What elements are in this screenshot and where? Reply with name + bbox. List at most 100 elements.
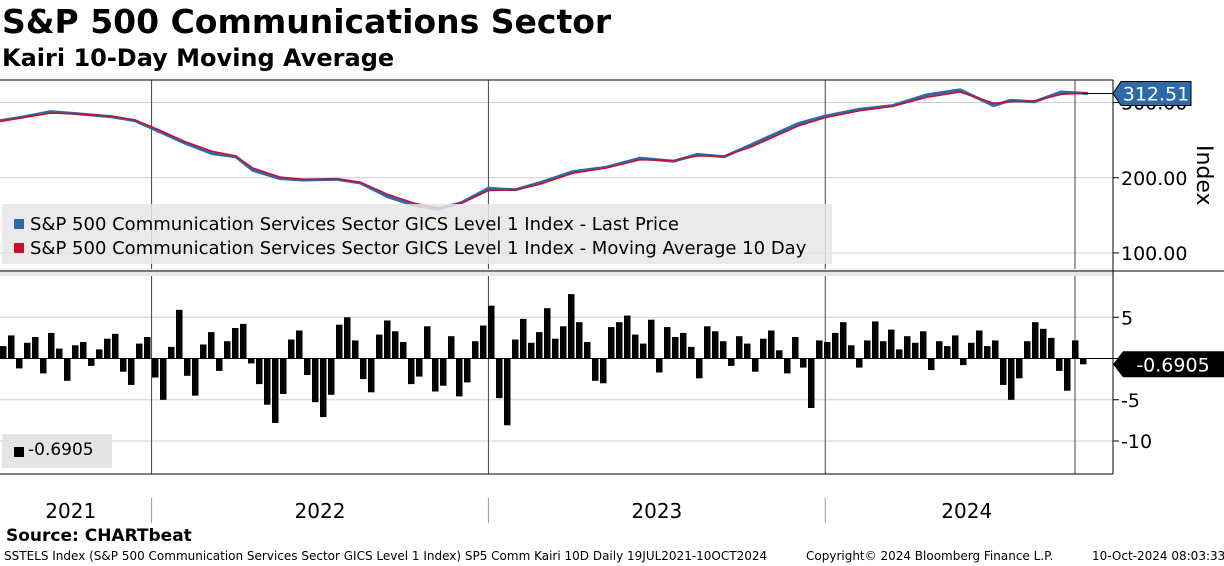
footer-timestamp: 10-Oct-2024 08:03:33 [1092,549,1224,563]
kairi-bar [632,334,639,359]
kairi-bar [728,358,735,366]
kairi-bar [752,358,759,372]
price-y-tick-label: 100.00 [1121,243,1187,265]
kairi-bar [592,358,599,381]
kairi-bar [512,339,519,359]
kairi-bar [720,341,727,359]
kairi-bar [672,337,679,359]
kairi-bar [608,327,615,359]
legend-swatch-price [14,219,24,229]
kairi-bar [112,333,119,359]
kairi-bar [128,358,135,385]
kairi-bar [808,358,815,408]
price-legend: S&P 500 Communication Services Sector GI… [2,204,832,264]
kairi-bar [296,330,303,359]
chart-title: S&P 500 Communications Sector [2,2,612,41]
kairi-bar [824,342,831,359]
legend-label-price: S&P 500 Communication Services Sector GI… [30,214,679,235]
kairi-bar [568,294,575,359]
chart-subtitle: Kairi 10-Day Moving Average [2,44,395,72]
kairi-bar [960,358,967,366]
price-line [0,88,1089,211]
kairi-bar [224,341,231,359]
kairi-bar [64,358,71,381]
kairi-bar [872,321,879,359]
year-boundaries [151,80,1076,523]
kairi-bar [208,332,215,359]
kairi-bar [576,322,583,359]
kairi-bar [776,350,783,359]
kairi-bar [768,330,775,359]
kairi-bar [784,358,791,374]
kairi-bar [584,342,591,359]
kairi-bar [1032,322,1039,359]
legend-entry-last-price: S&P 500 Communication Services Sector GI… [14,214,679,235]
kairi-bar [344,317,351,359]
kairi-bar [272,358,279,423]
kairi-bar [880,341,887,359]
kairi-bar [48,332,55,359]
kairi-bar [664,327,671,359]
kairi-bar [232,328,239,359]
kairi-bars [0,294,1087,426]
kairi-bar [104,338,111,359]
kairi-y-tick-label: -5 [1121,390,1140,412]
kairi-bar [440,358,447,386]
kairi-bar [984,346,991,359]
kairi-y-ticks: 5 -5 -10 [1113,307,1152,453]
x-axis-label: 2022 [295,499,346,523]
kairi-bar [616,322,623,359]
kairi-bar [216,358,223,371]
kairi-bar [56,348,63,359]
kairi-bar [312,358,319,403]
kairi-bar [1008,358,1015,400]
x-axis-label: 2023 [631,499,682,523]
kairi-bar [968,342,975,359]
kairi-bar [360,358,367,380]
kairi-bar [944,346,951,359]
kairi-bar [832,332,839,359]
kairi-bar [448,336,455,359]
panel-divider [0,269,1113,276]
kairi-bar [176,309,183,359]
kairi-bar [904,336,911,359]
kairi-bar [848,345,855,359]
kairi-bar [680,332,687,359]
kairi-bar [520,318,527,359]
price-last-value: 312.51 [1123,84,1189,106]
kairi-bar [80,342,87,359]
ma-line [0,91,1089,209]
kairi-bar [544,308,551,359]
kairi-bar [504,358,511,426]
kairi-bar [328,358,335,395]
source-label: Source: CHARTbeat [6,526,192,546]
kairi-bar [336,324,343,359]
kairi-grid [0,316,1113,442]
kairi-bar [16,358,23,369]
kairi-bar [280,358,287,394]
x-axis-label: 2021 [45,499,96,523]
kairi-bar [144,337,151,359]
kairi-bar [88,358,95,366]
kairi-bar [152,358,159,378]
kairi-bar [408,358,415,385]
footer-description: SSTELS Index (S&P 500 Communication Serv… [4,549,768,563]
kairi-bar [8,335,15,359]
kairi-bar [120,358,127,372]
kairi-bar [304,358,311,375]
kairi-bar [976,330,983,359]
kairi-bar [136,343,143,359]
kairi-bar [0,346,7,359]
kairi-bar [1080,358,1087,365]
kairi-bar [792,337,799,359]
kairi-bar [320,358,327,418]
kairi-bar [1056,358,1063,371]
kairi-bar [256,358,263,385]
kairi-bar [1000,358,1007,385]
kairi-bar [704,326,711,359]
kairi-bar [72,345,79,359]
kairi-bar [376,334,383,359]
legend-swatch-kairi [14,447,24,457]
kairi-bar [936,341,943,359]
